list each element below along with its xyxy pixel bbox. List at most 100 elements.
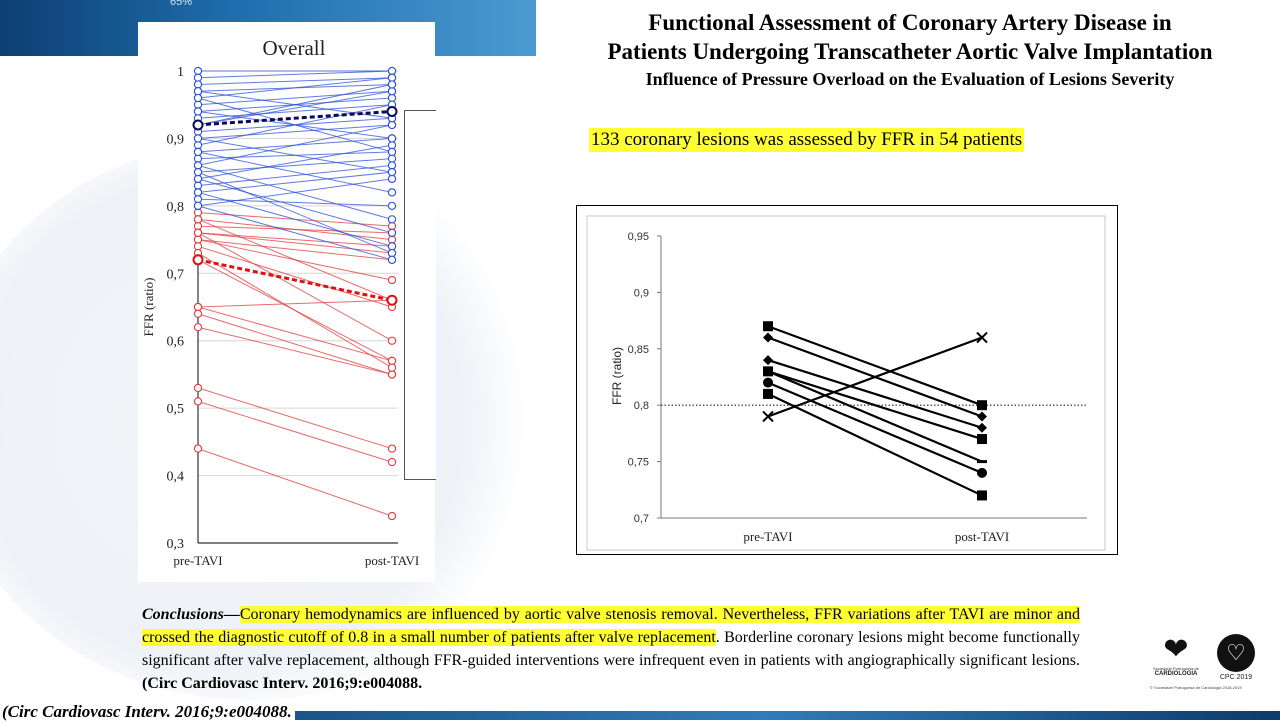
overall-blue-line <box>197 171 393 193</box>
overall-blue-line <box>197 205 393 261</box>
overall-chart-panel: Overall 0,3 0,4 0,5 0,6 0,7 0,8 0,9 1 pre-TAVI pos… <box>138 22 435 582</box>
overall-red-line <box>197 299 393 308</box>
overall-y-axis-label: FFR (ratio) <box>141 278 156 337</box>
overall-red-line <box>197 245 393 308</box>
overall-red-point-pre <box>193 208 203 217</box>
overall-red-point-post <box>387 457 397 467</box>
overall-red-point-post <box>387 336 397 345</box>
overall-red-point-post <box>387 511 397 521</box>
overall-red-point-pre <box>193 397 203 406</box>
overall-blue-point-pre <box>193 73 203 82</box>
title-line-1: Functional Assessment of Coronary Artery… <box>648 10 1172 35</box>
overall-y-tick-label: 0,3 <box>167 537 185 552</box>
overall-red-line <box>197 306 393 362</box>
subset-marker-x <box>976 331 988 344</box>
overall-y-tick-label: 0,6 <box>167 335 185 350</box>
overall-red-point-pre <box>193 215 203 224</box>
subset-y-tick-label: 0,7 <box>634 513 649 525</box>
overall-red-line <box>197 448 393 517</box>
title-line-2: Patients Undergoing Transcatheter Aortic… <box>607 39 1213 64</box>
overall-blue-point-pre <box>193 147 203 157</box>
overall-blue-mean-point <box>386 105 398 117</box>
overall-red-line <box>197 387 393 450</box>
overall-blue-line <box>197 178 393 234</box>
spc-logo-line1: Sociedade Portuguesa de <box>1152 666 1200 671</box>
overall-blue-point-post <box>387 248 397 258</box>
overall-red-point-post <box>387 370 397 379</box>
overall-red-point-post <box>387 356 397 366</box>
footer-citation: (Circ Cardiovasc Interv. 2016;9:e004088. <box>0 702 295 722</box>
subset-series-line <box>767 381 983 474</box>
lesion-count-highlight: 133 coronary lesions was assessed by FFR… <box>589 128 1025 152</box>
overall-blue-point-post <box>387 161 397 170</box>
overall-blue-point-pre <box>193 194 203 204</box>
overall-red-point-pre <box>193 242 203 251</box>
overall-red-point-post <box>387 363 397 372</box>
overall-blue-point-pre <box>193 100 203 109</box>
conclusions-rest: . Borderline coronary lesions might beco… <box>142 629 1080 669</box>
overall-blue-line <box>197 124 393 166</box>
subset-series-line <box>767 370 983 463</box>
overall-blue-point-post <box>387 154 397 163</box>
overall-blue-point-post <box>387 93 397 103</box>
subset-series-line <box>767 359 983 429</box>
overall-blue-point-post <box>387 215 397 224</box>
overall-red-line <box>197 218 393 301</box>
overall-red-mean-line <box>197 258 393 302</box>
overall-red-point-pre <box>193 309 203 318</box>
overall-chart-title: Overall <box>263 36 326 60</box>
overall-blue-point-post <box>387 167 397 177</box>
overall-red-line <box>197 400 393 463</box>
overall-blue-point-post <box>387 141 397 150</box>
overall-blue-point-post <box>387 120 397 130</box>
subset-y-tick-label: 0,75 <box>628 457 649 469</box>
overall-red-point-pre <box>193 235 203 244</box>
overall-red-point-pre <box>193 323 203 332</box>
overall-blue-point-pre <box>193 93 203 103</box>
conclusions-paragraph: Conclusions—Coronary hemodynamics are in… <box>142 603 1080 695</box>
subset-y-tick-label: 0,95 <box>628 231 649 243</box>
overall-blue-line <box>197 90 393 106</box>
overall-red-point-pre <box>193 228 203 237</box>
overall-red-line <box>197 232 393 254</box>
subset-marker-circle <box>763 377 773 388</box>
overall-blue-line <box>197 77 393 85</box>
subset-y-axis-label: FFR (ratio) <box>610 347 624 405</box>
overall-y-tick-label: 0,4 <box>167 470 185 485</box>
overall-red-line <box>197 326 393 375</box>
overall-x-tick-label: pre-TAVI <box>173 553 222 568</box>
subset-marker-x <box>762 410 774 423</box>
overall-blue-line <box>197 104 393 119</box>
overall-blue-point-post <box>387 188 397 197</box>
heart-icon: ❤ <box>1163 633 1189 666</box>
subset-chart: 0,7 0,75 0,8 0,85 0,9 0,95 pre-TAVI post-TAVI FF… <box>586 215 1106 551</box>
subset-x-tick-label: pre-TAVI <box>743 529 792 544</box>
subset-marker-diamond <box>977 422 987 433</box>
subset-series-line <box>767 370 983 441</box>
subset-marker-square <box>763 388 773 399</box>
overall-blue-line <box>197 164 393 187</box>
overall-red-mean-point <box>386 294 398 306</box>
overall-blue-line <box>197 158 393 173</box>
subset-marker-square <box>977 490 987 501</box>
overall-blue-point-post <box>387 255 397 264</box>
overall-blue-line <box>197 70 393 79</box>
overall-blue-point-pre <box>193 188 203 197</box>
overall-blue-point-post <box>387 87 397 96</box>
overall-blue-point-pre <box>193 87 203 96</box>
overall-red-line <box>197 252 393 369</box>
overall-blue-point-post <box>387 134 397 143</box>
logo-footnote: © Sociedade Portuguesa de Cardiologia 20… <box>1150 685 1242 690</box>
overall-red-line <box>197 225 393 234</box>
overall-blue-line <box>197 83 393 126</box>
overall-blue-point-post <box>387 66 397 76</box>
overall-blue-point-pre <box>193 174 203 184</box>
overall-blue-point-pre <box>193 154 203 163</box>
overall-blue-point-post <box>387 228 397 237</box>
cpc-logo-text: CPC 2019 <box>1219 674 1253 681</box>
overall-blue-line <box>197 144 393 180</box>
overall-blue-point-pre <box>193 181 203 190</box>
subset-x-tick-label: post-TAVI <box>955 529 1009 544</box>
subset-marker-dash <box>763 369 773 373</box>
overall-y-tick-label: 0,9 <box>167 132 185 147</box>
